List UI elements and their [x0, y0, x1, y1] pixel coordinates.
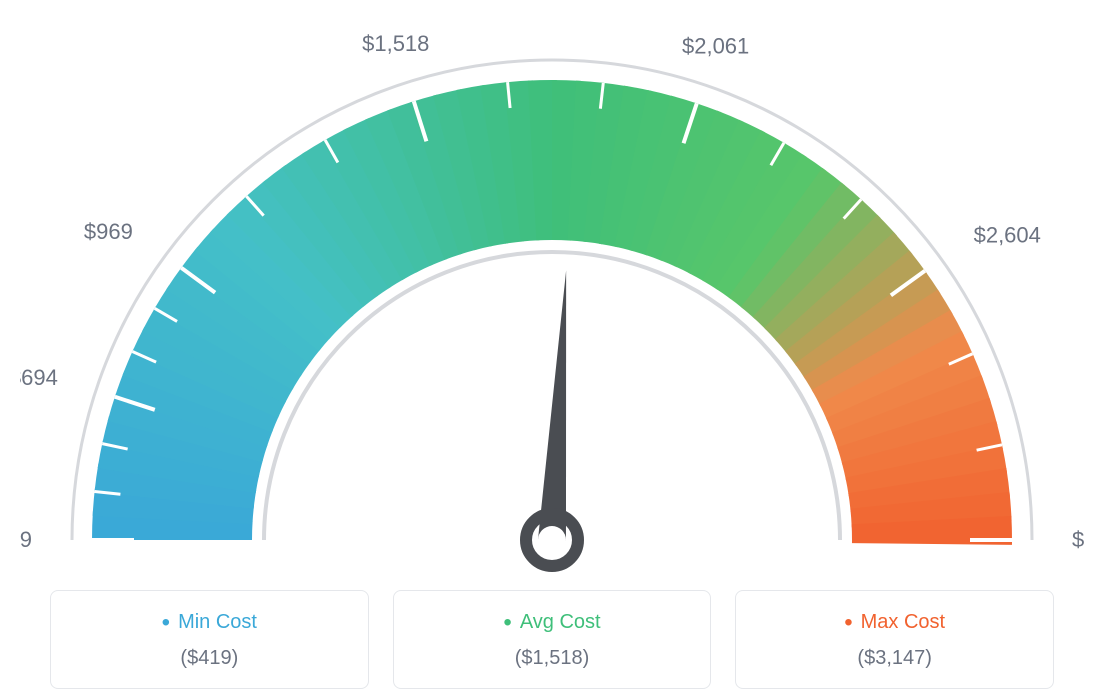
gauge-tick-label: $419	[20, 527, 32, 552]
legend-card-min: Min Cost ($419)	[50, 590, 369, 689]
legend-min-title: Min Cost	[63, 609, 356, 637]
legend-card-max: Max Cost ($3,147)	[735, 590, 1054, 689]
gauge-needle	[526, 270, 578, 566]
legend-max-value: ($3,147)	[748, 647, 1041, 670]
legend-avg-value: ($1,518)	[406, 647, 699, 670]
gauge-tick-label: $969	[84, 219, 133, 244]
legend-avg-title: Avg Cost	[406, 609, 699, 637]
legend-row: Min Cost ($419) Avg Cost ($1,518) Max Co…	[20, 590, 1084, 689]
legend-max-title: Max Cost	[748, 609, 1041, 637]
gauge-tick-label: $3,147	[1072, 527, 1084, 552]
gauge-tick-label: $694	[20, 365, 58, 390]
cost-gauge: $419 $694 $969 $1,518 $2,061 $2,604 $3,147	[20, 20, 1084, 580]
legend-min-value: ($419)	[63, 647, 356, 670]
gauge-tick-label: $2,604	[974, 223, 1041, 248]
gauge-tick-label: $2,061	[682, 33, 749, 58]
legend-card-avg: Avg Cost ($1,518)	[393, 590, 712, 689]
gauge-svg: $419 $694 $969 $1,518 $2,061 $2,604 $3,147	[20, 20, 1084, 580]
gauge-tick-label: $1,518	[362, 31, 429, 56]
